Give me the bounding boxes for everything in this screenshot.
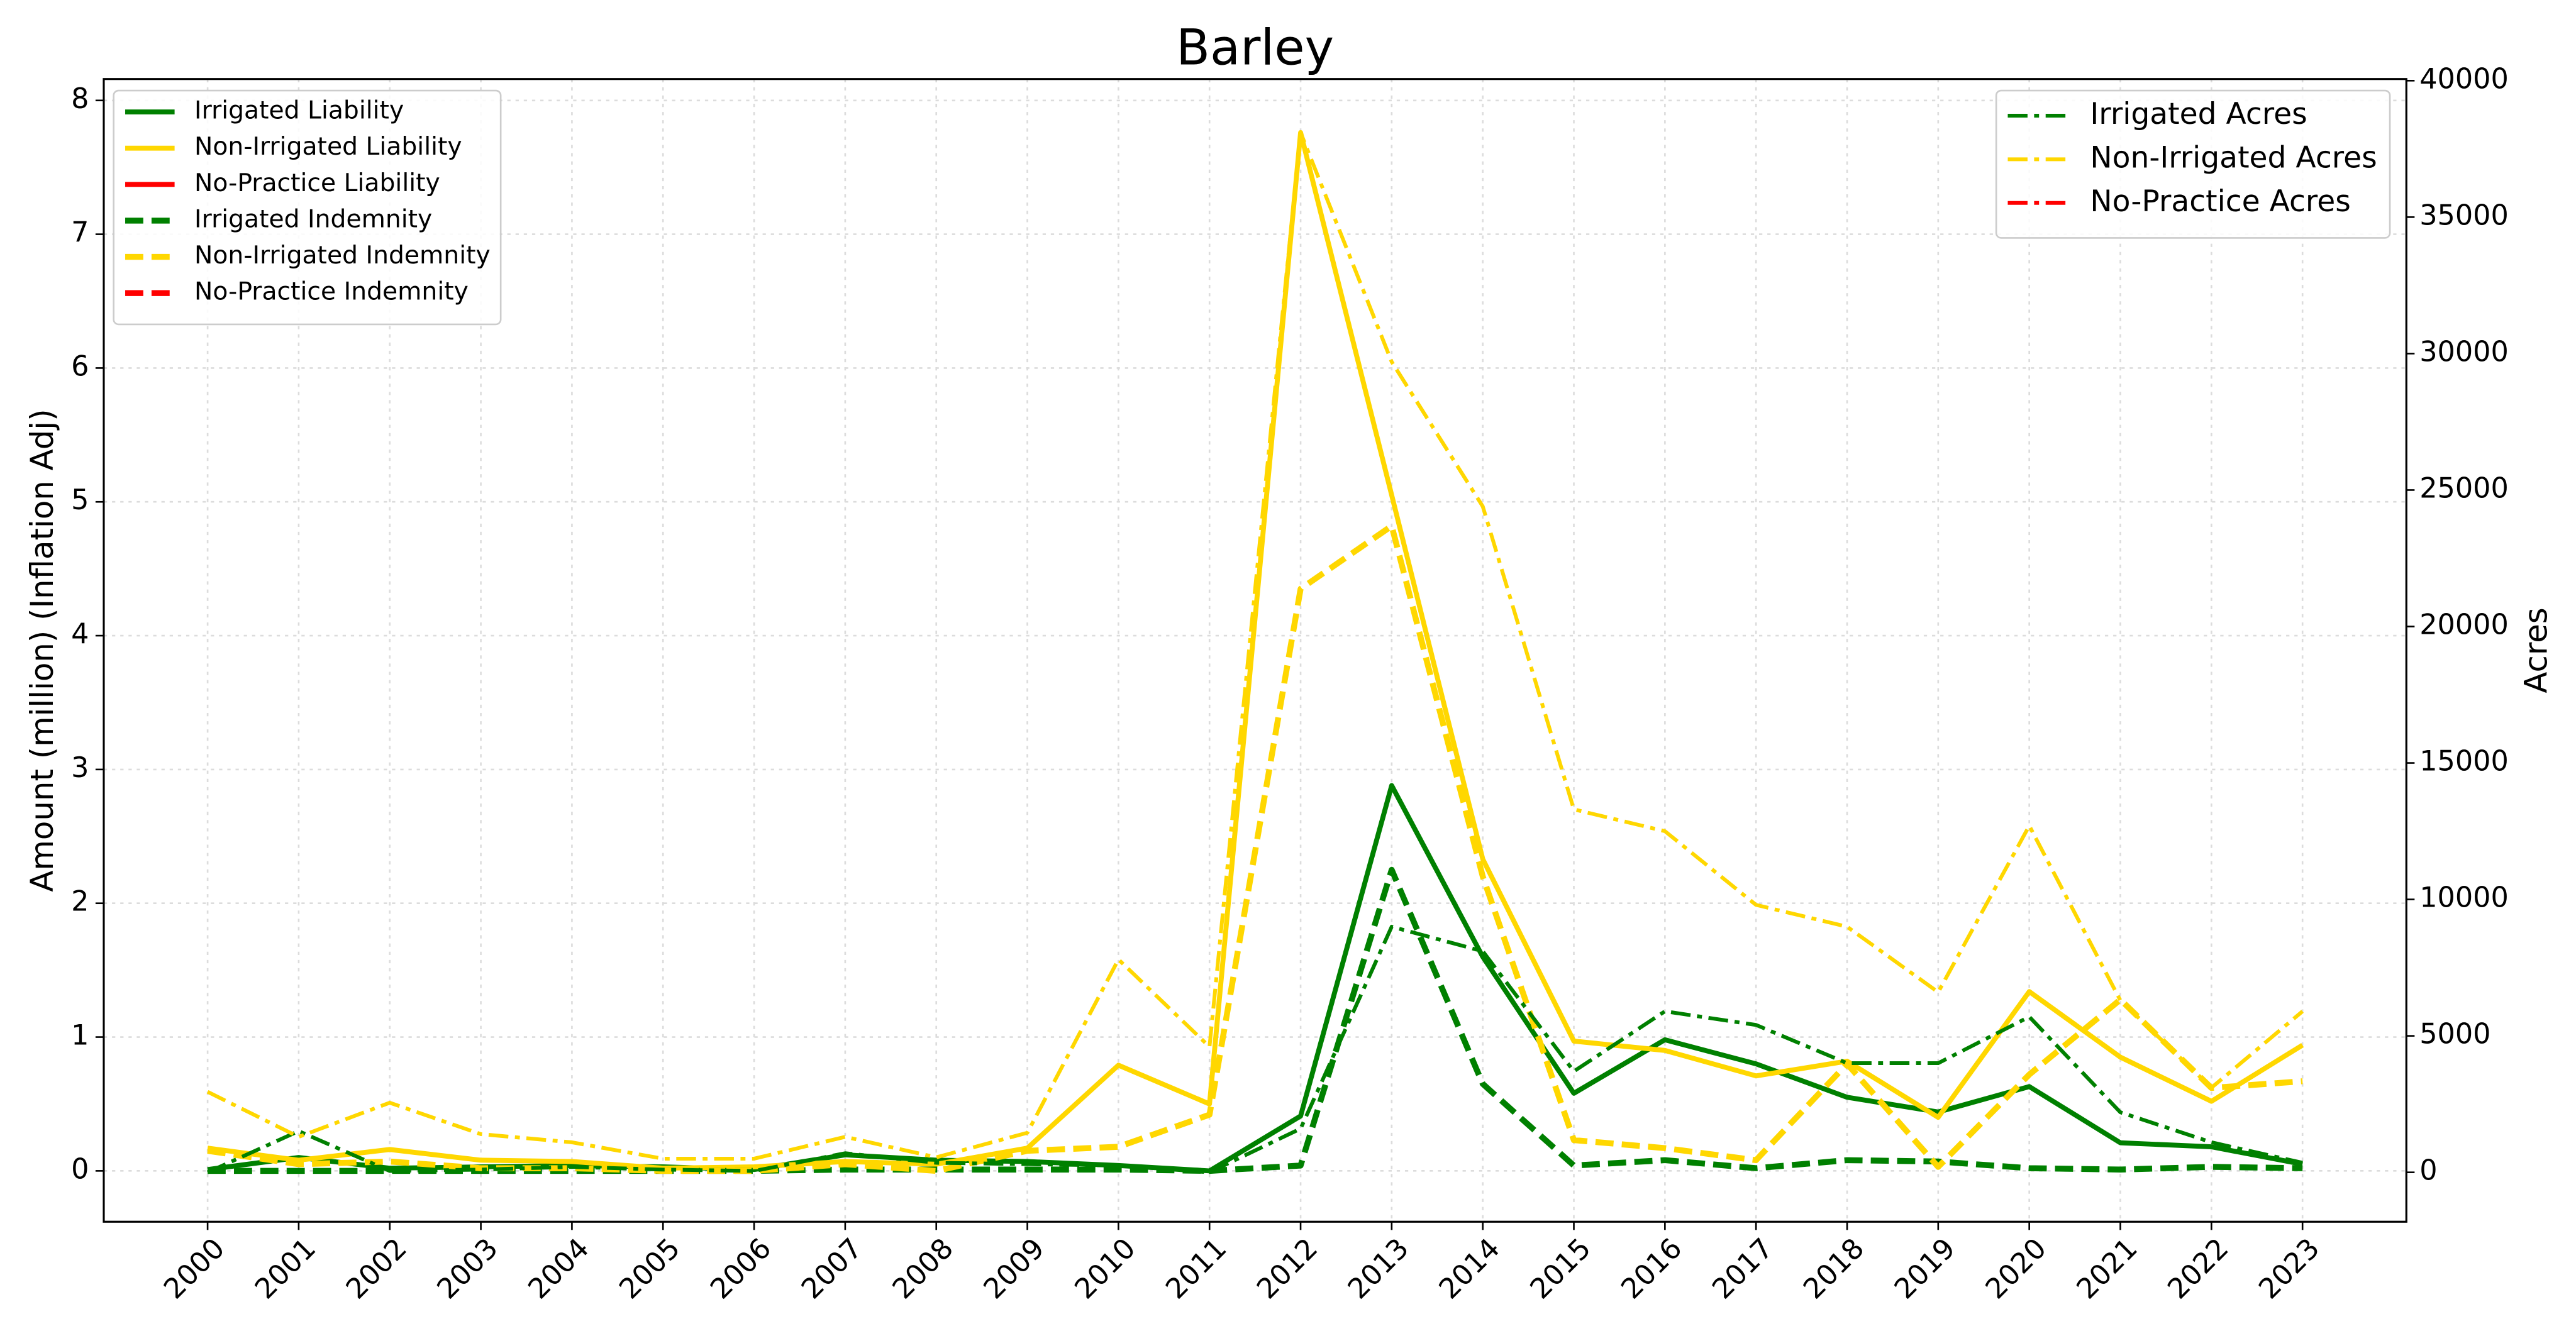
legend: Irrigated Acres Non-Irrigated Acres No-Pra… <box>1995 89 2391 239</box>
legend-label: Irrigated Liability <box>194 97 404 125</box>
y2-tick-label: 40000 <box>2419 63 2509 95</box>
y2-tick-label: 20000 <box>2419 609 2509 641</box>
legend-label: No-Practice Indemnity <box>194 278 469 306</box>
legend-label: Non-Irrigated Acres <box>2090 140 2377 175</box>
series-line <box>206 924 2303 1174</box>
series-line <box>207 522 2303 1174</box>
y2-tick-label: 25000 <box>2419 472 2509 504</box>
y-tick-label: 6 <box>71 350 89 382</box>
y-tick-label: 3 <box>71 752 89 784</box>
y2-axis-label: Acres <box>2518 607 2554 693</box>
legend-label: Irrigated Indemnity <box>194 205 432 233</box>
y2-tick-label: 30000 <box>2419 336 2509 368</box>
y-tick-label: 8 <box>71 83 89 115</box>
legend-label: No-Practice Liability <box>194 169 440 197</box>
series-line <box>207 130 2304 1171</box>
y2-tick-label: 10000 <box>2419 882 2509 914</box>
y-tick-label: 1 <box>71 1020 89 1052</box>
legend-label: No-Practice Acres <box>2090 184 2350 219</box>
y-tick-label: 4 <box>71 618 89 650</box>
legend-label: Irrigated Acres <box>2090 97 2307 131</box>
y2-tick-label: 0 <box>2419 1155 2437 1187</box>
series-line <box>206 130 2304 1161</box>
y2-tick-label: 5000 <box>2419 1019 2490 1051</box>
y2-tick-label: 15000 <box>2419 746 2509 778</box>
y-tick-label: 7 <box>71 217 89 249</box>
y-axis-label: Amount (million) (Inflation Adj) <box>24 409 60 892</box>
y-tick-label: 5 <box>71 484 89 516</box>
y2-tick-label: 35000 <box>2419 199 2509 231</box>
y-tick-label: 2 <box>71 886 89 918</box>
legend-box <box>1995 89 2391 239</box>
y-tick-label: 0 <box>71 1153 89 1185</box>
legend-box <box>113 89 502 326</box>
plot-frame <box>103 78 2407 1223</box>
legend: Irrigated Liability Non-Irrigated Liabili… <box>113 89 502 326</box>
chart-title: Barley <box>1176 19 1334 77</box>
legend-label: Non-Irrigated Liability <box>194 133 462 161</box>
legend-label: Non-Irrigated Indemnity <box>194 241 491 270</box>
